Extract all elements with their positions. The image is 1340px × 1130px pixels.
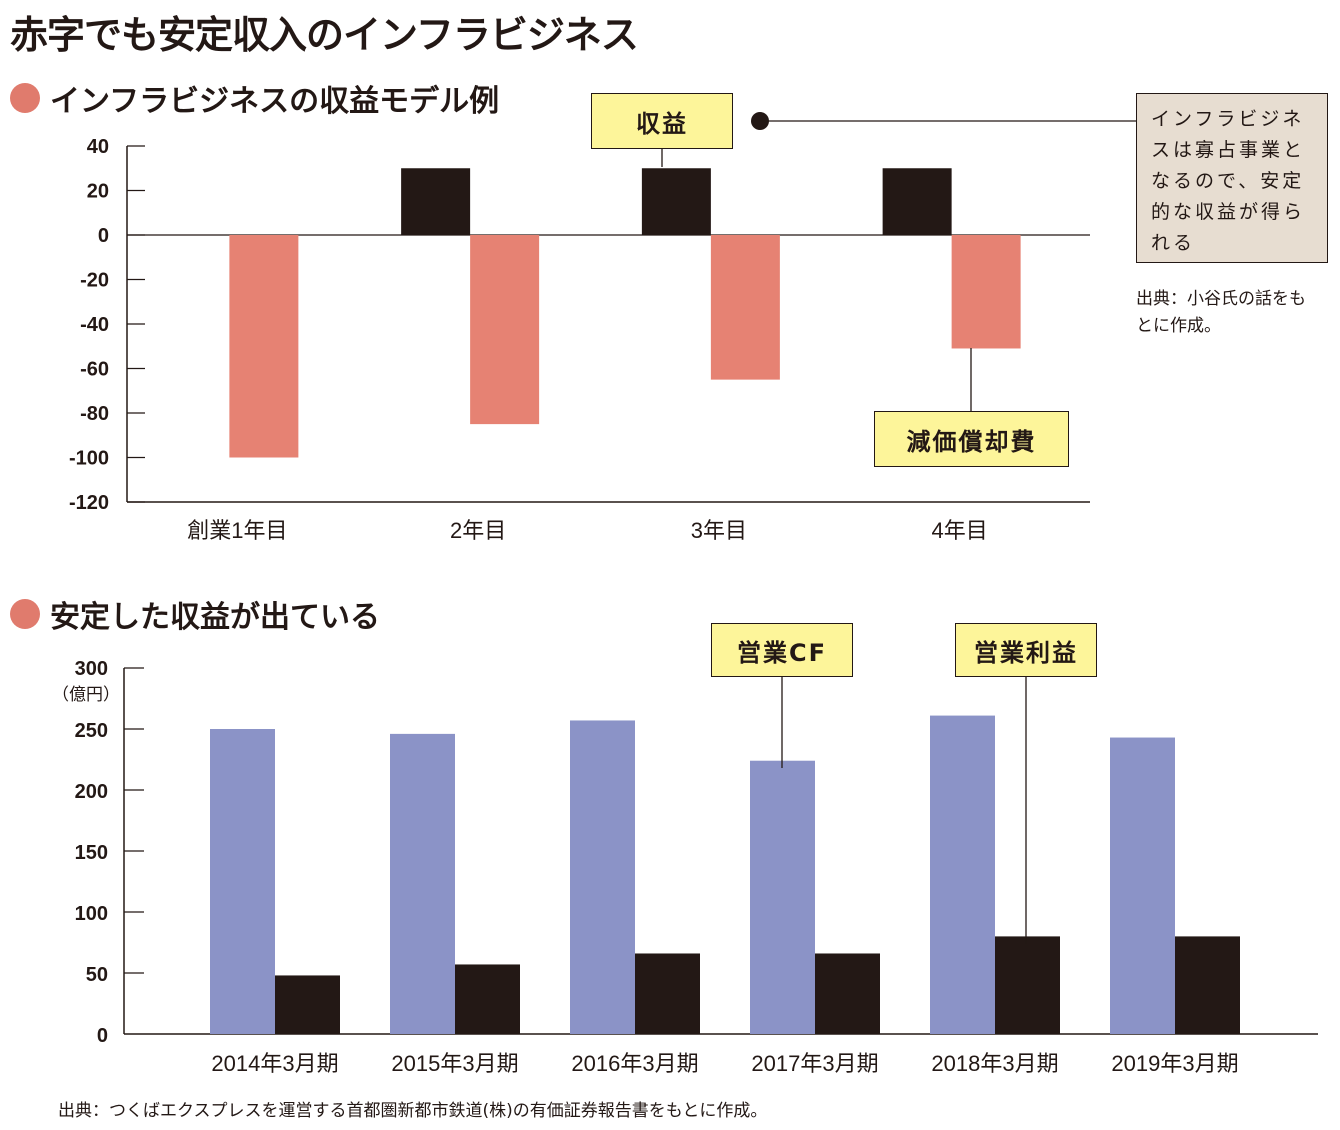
section1-title: インフラビジネスの収益モデル例 [50, 84, 500, 119]
operating-cf-bar [210, 729, 275, 1034]
y-tick-label: 250 [75, 720, 108, 742]
bullet-dot-icon [10, 599, 40, 629]
operating-cf-callout: 営業CF [711, 623, 853, 677]
operating-cf-bar [390, 733, 455, 1034]
y-tick-label: 150 [75, 842, 108, 864]
x-tick-label: 2018年3月期 [931, 1051, 1058, 1076]
depreciation-bar [229, 235, 299, 458]
depreciation-bar [710, 235, 780, 380]
bullet-dot-icon [10, 83, 40, 113]
page-title: 赤字でも安定収入のインフラビジネス [10, 13, 639, 57]
x-tick-label: 2015年3月期 [391, 1051, 518, 1076]
x-tick-label: 2016年3月期 [571, 1051, 698, 1076]
y-tick-label: 50 [86, 964, 108, 986]
revenue-bar [882, 168, 952, 235]
revenue-callout: 収益 [591, 93, 733, 149]
x-tick-label: 2年目 [450, 518, 506, 543]
section2-source: 出典：つくばエクスプレスを運営する首都圏新都市鉄道(株)の有価証券報告書をもとに… [58, 1101, 768, 1121]
y-tick-label: -40 [80, 314, 109, 336]
y-tick-label: 100 [75, 903, 108, 925]
note-box: インフラビジネスは寡占事業となるので、安定的な収益が得られる [1136, 93, 1328, 263]
y-tick-label: 40 [87, 136, 109, 158]
operating-cf-bar [750, 760, 815, 1034]
operating-profit-bar [815, 953, 880, 1034]
operating-profit-bar [635, 953, 700, 1034]
operating-profit-callout: 営業利益 [955, 623, 1097, 677]
chart-model: 40 20 0 -20 -40 -60 -80 -100 -120 創業1年目 2年目 3年目 4年目 [69, 136, 1090, 543]
x-tick-label: 2014年3月期 [211, 1051, 338, 1076]
y-tick-label: 200 [75, 781, 108, 803]
y-tick-label: -20 [80, 270, 109, 292]
y-tick-label: 300 [75, 658, 108, 680]
operating-profit-bar [1175, 936, 1240, 1034]
x-tick-label: 創業1年目 [187, 518, 287, 543]
section2-title: 安定した収益が出ている [50, 600, 380, 635]
y-tick-label: -100 [69, 448, 109, 470]
y-tick-label: 20 [87, 181, 109, 203]
x-tick-label: 3年目 [691, 518, 747, 543]
y-tick-label: -60 [80, 359, 109, 381]
revenue-bar [641, 168, 711, 235]
depreciation-bar [470, 235, 540, 425]
y-tick-label: 0 [98, 225, 109, 247]
x-tick-label: 2019年3月期 [1111, 1051, 1238, 1076]
operating-cf-bar [1110, 737, 1175, 1034]
operating-profit-bar [275, 975, 340, 1034]
chart-annotations [661, 112, 1136, 944]
x-tick-label: 4年目 [932, 518, 988, 543]
operating-cf-bar [930, 715, 995, 1034]
section1-source: 出典：小谷氏の話をもとに作成。 [1136, 289, 1306, 336]
section2-heading: 安定した収益が出ている [10, 592, 380, 636]
operating-profit-bar [995, 936, 1060, 1034]
revenue-bar [401, 168, 471, 235]
depreciation-bar [951, 235, 1021, 349]
section1-heading: インフラビジネスの収益モデル例 [10, 76, 499, 120]
unit-label: （億円） [52, 685, 120, 705]
operating-profit-bar [455, 964, 520, 1034]
depreciation-callout: 減価償却費 [874, 411, 1069, 467]
x-tick-label: 2017年3月期 [751, 1051, 878, 1076]
operating-cf-bar [570, 720, 635, 1034]
chart-results: 300 250 200 150 100 50 0 2014年3月期 2015年3月期 2016年3… [75, 658, 1318, 1076]
y-tick-label: -80 [80, 403, 109, 425]
y-tick-label: -120 [69, 492, 109, 514]
y-tick-label: 0 [97, 1025, 108, 1047]
